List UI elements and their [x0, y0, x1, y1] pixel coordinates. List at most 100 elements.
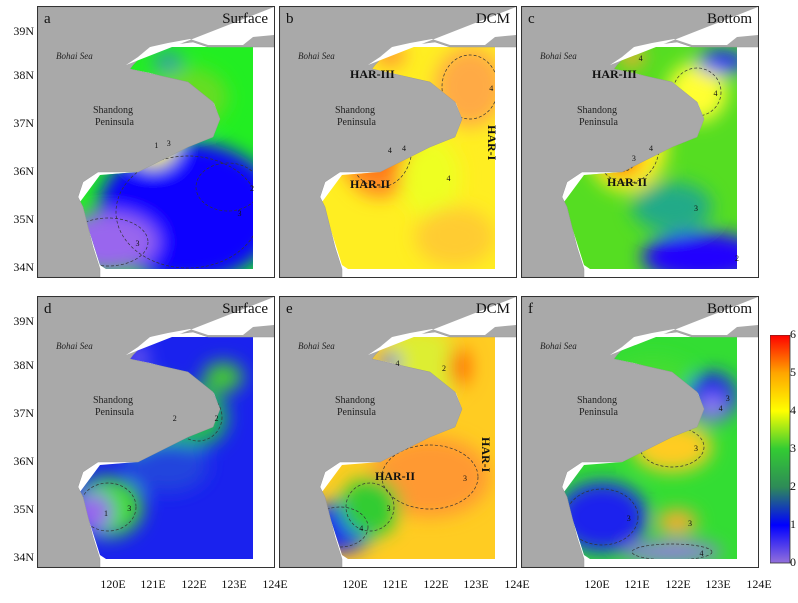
colorbar-tick: 1 [790, 517, 796, 531]
lon-label: 122E [423, 577, 449, 591]
panel-c-map-svg: 4 3 4 2 3 4 [522, 7, 758, 277]
colorbar-tick: 0 [790, 555, 796, 569]
lon-label: 120E [342, 577, 368, 591]
contour-label: 2 [442, 364, 446, 373]
har-label: HAR-II [350, 177, 391, 191]
har-label: HAR-I [479, 437, 493, 473]
lon-label: 123E [705, 577, 731, 591]
contour-label: 3 [387, 504, 391, 513]
contour-label: 4 [402, 144, 406, 153]
shandong-label-line2: Peninsula [337, 407, 376, 418]
panel-d-map-svg: 2 3 2 1 [38, 297, 274, 567]
panel-letter: f [528, 301, 533, 317]
contour-label: 4 [489, 84, 493, 93]
map-panel-d: 2 3 2 1 d Surface Bohai Sea Shandong Peninsula [37, 296, 275, 568]
shandong-label-line2: Peninsula [579, 407, 618, 418]
panel-a-contours [80, 155, 253, 269]
contour-label: 4 [447, 174, 451, 183]
bohai-sea [610, 297, 758, 355]
lon-label: 120E [584, 577, 610, 591]
bohai-sea-label: Bohai Sea [540, 341, 577, 351]
lon-label: 121E [140, 577, 166, 591]
har-label: HAR-III [350, 67, 395, 81]
contour-label: 3 [632, 154, 636, 163]
shandong-label-line2: Peninsula [95, 407, 134, 418]
lat-label: 37N [13, 116, 34, 130]
panel-e-contours [322, 444, 479, 548]
lon-label: 124E [746, 577, 772, 591]
panel-title: Bottom [706, 301, 752, 317]
contour-label: 3 [463, 474, 467, 483]
lon-label: 124E [504, 577, 530, 591]
panel-b-map-svg: 4 4 4 4 [280, 7, 516, 277]
lon-label: 121E [624, 577, 650, 591]
bohai-sea-label: Bohai Sea [298, 341, 335, 351]
bohai-sea [368, 7, 516, 65]
contour-label: 4 [639, 54, 643, 63]
land-mass [522, 297, 758, 567]
map-panel-c: 4 3 4 2 3 4 c Bottom Bohai Sea Shandong Peninsula H… [521, 6, 759, 278]
lat-label: 39N [13, 314, 34, 328]
lon-label: 122E [665, 577, 691, 591]
lat-label: 38N [13, 358, 34, 372]
panel-title: Surface [222, 11, 268, 27]
panel-letter: d [44, 301, 52, 317]
lon-label: 124E [262, 577, 288, 591]
contour-label: 3 [136, 239, 140, 248]
contour-label: 3 [694, 444, 698, 453]
map-panel-e: 3 4 3 2 4 e DCM Bohai Sea Shandong Peninsula HAR-I… [279, 296, 517, 568]
colorbar [770, 335, 791, 564]
shandong-label-line2: Peninsula [337, 117, 376, 128]
contour-label: 4 [700, 549, 704, 558]
lat-label: 38N [13, 68, 34, 82]
lat-label: 36N [13, 454, 34, 468]
contour-label: 4 [714, 89, 718, 98]
lat-label: 39N [13, 24, 34, 38]
contour-label: 4 [388, 146, 392, 155]
har-label: HAR-II [375, 469, 416, 483]
shandong-label-line1: Shandong [93, 395, 133, 406]
contour-label: 2 [173, 414, 177, 423]
lon-label: 120E [100, 577, 126, 591]
lat-label: 34N [13, 550, 34, 564]
contour-label: 2 [735, 254, 739, 263]
contour-label: 1 [154, 141, 158, 150]
shandong-label-line2: Peninsula [95, 117, 134, 128]
bohai-sea-label: Bohai Sea [298, 51, 335, 61]
land-mass [280, 297, 516, 567]
panel-title: Bottom [706, 11, 752, 27]
contour-label: 2 [250, 184, 254, 193]
har-label: HAR-I [485, 125, 499, 161]
panel-letter: b [286, 11, 294, 27]
contour-label: 1 [104, 509, 108, 518]
lat-label: 37N [13, 406, 34, 420]
bohai-sea-label: Bohai Sea [540, 51, 577, 61]
shandong-label-line1: Shandong [335, 395, 375, 406]
contour-label: 3 [688, 519, 692, 528]
panel-letter: c [528, 11, 535, 27]
shandong-label-line1: Shandong [335, 105, 375, 116]
panel-letter: e [286, 301, 293, 317]
bohai-sea-label: Bohai Sea [56, 51, 93, 61]
contour-label: 3 [726, 394, 730, 403]
panel-title: DCM [475, 301, 510, 317]
panel-title: DCM [475, 11, 510, 27]
lat-label: 34N [13, 260, 34, 274]
colorbar-tick: 2 [790, 479, 796, 493]
shandong-label-line1: Shandong [93, 105, 133, 116]
shandong-label-line1: Shandong [577, 105, 617, 116]
land-mass [280, 7, 516, 277]
lat-label: 35N [13, 502, 34, 516]
colorbar-tick: 3 [790, 441, 796, 455]
contour-label: 4 [649, 144, 653, 153]
bohai-sea [126, 7, 274, 65]
contour-label: 2 [215, 414, 219, 423]
lat-label: 36N [13, 164, 34, 178]
shandong-label-line2: Peninsula [579, 117, 618, 128]
map-panel-b: 4 4 4 4 b DCM Bohai Sea Shandong Peninsula HAR-II… [279, 6, 517, 278]
colorbar-tick: 5 [790, 365, 796, 379]
map-panel-f: 3 4 3 3 4 3 f Bottom Bohai Sea Shandong Peninsula [521, 296, 759, 568]
panel-title: Surface [222, 301, 268, 317]
